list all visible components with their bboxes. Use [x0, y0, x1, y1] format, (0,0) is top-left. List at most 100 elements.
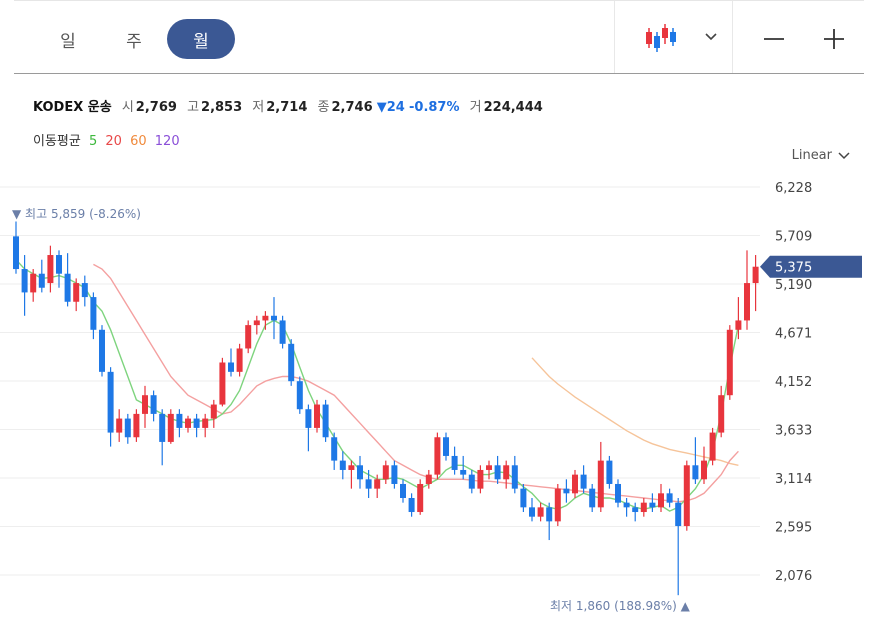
- candle-body[interactable]: [632, 507, 639, 513]
- candle-body[interactable]: [159, 413, 166, 442]
- candle-body[interactable]: [90, 297, 97, 330]
- candle-body[interactable]: [116, 418, 123, 433]
- current-price-label: 5,375: [775, 261, 812, 276]
- candle-body[interactable]: [580, 474, 587, 489]
- candle-body[interactable]: [709, 432, 716, 461]
- candle-body[interactable]: [726, 329, 733, 396]
- candle-body[interactable]: [382, 465, 389, 480]
- candle-body[interactable]: [640, 502, 647, 513]
- candle-body[interactable]: [339, 460, 346, 470]
- candle-body[interactable]: [391, 465, 398, 484]
- candle-body[interactable]: [735, 320, 742, 330]
- candle-body[interactable]: [142, 395, 148, 414]
- tab-daily[interactable]: 일: [60, 31, 76, 52]
- candle-body[interactable]: [572, 474, 578, 494]
- candle-body[interactable]: [408, 497, 415, 513]
- candle-body[interactable]: [468, 474, 475, 489]
- candle-body[interactable]: [185, 418, 191, 428]
- candle-body[interactable]: [167, 413, 174, 442]
- candle-body[interactable]: [425, 474, 432, 484]
- candle-body[interactable]: [589, 488, 596, 508]
- candle-body[interactable]: [623, 502, 630, 508]
- candle-body[interactable]: [537, 507, 544, 517]
- candle-body[interactable]: [357, 465, 363, 480]
- candle-body[interactable]: [554, 488, 561, 522]
- candle-body[interactable]: [236, 348, 243, 372]
- candle-body[interactable]: [124, 418, 131, 438]
- candle-body[interactable]: [348, 465, 355, 470]
- candle-body[interactable]: [245, 325, 252, 349]
- candle-body[interactable]: [21, 269, 28, 293]
- candlestick-chart[interactable]: 6,228 5,709 5,190 4,671 4,152 3,633 3,114 2,595…: [0, 170, 876, 624]
- candle-body[interactable]: [305, 409, 312, 428]
- candle-body[interactable]: [658, 493, 664, 508]
- candle-body[interactable]: [692, 465, 699, 480]
- candle-body[interactable]: [752, 266, 759, 284]
- candle-body[interactable]: [210, 404, 217, 419]
- candle-body[interactable]: [477, 469, 484, 489]
- candle-body[interactable]: [546, 507, 553, 522]
- candle-body[interactable]: [30, 273, 37, 293]
- candle-body[interactable]: [271, 315, 277, 321]
- candle-body[interactable]: [202, 418, 209, 428]
- candle-body[interactable]: [296, 381, 303, 410]
- zoom-out-button[interactable]: [754, 21, 794, 57]
- candle-body[interactable]: [417, 483, 424, 513]
- candle-body[interactable]: [451, 455, 458, 470]
- candle-body[interactable]: [563, 488, 570, 494]
- candle-body[interactable]: [374, 479, 381, 489]
- candle-body[interactable]: [38, 273, 45, 288]
- candle-body[interactable]: [219, 362, 226, 405]
- scale-selector[interactable]: Linear: [792, 148, 850, 163]
- candle-body[interactable]: [279, 320, 286, 344]
- candle-body[interactable]: [314, 404, 320, 428]
- candle-body[interactable]: [13, 236, 19, 270]
- candle-body[interactable]: [666, 493, 673, 503]
- candle-body[interactable]: [56, 255, 62, 274]
- candle-body[interactable]: [701, 460, 707, 480]
- candle-body[interactable]: [322, 404, 329, 438]
- candle-body[interactable]: [331, 437, 338, 461]
- candle-body[interactable]: [649, 502, 656, 508]
- candle-body[interactable]: [744, 283, 750, 321]
- candle-body[interactable]: [615, 483, 621, 503]
- candle-body[interactable]: [133, 413, 140, 438]
- open-value: 2,769: [135, 100, 177, 115]
- candle-body[interactable]: [73, 283, 80, 302]
- candle-body[interactable]: [150, 395, 157, 414]
- candle-body[interactable]: [718, 395, 725, 433]
- candle-body[interactable]: [262, 315, 269, 321]
- candle-body[interactable]: [107, 371, 114, 433]
- candle-body[interactable]: [99, 329, 105, 372]
- ma-20-line: [93, 263, 739, 503]
- candle-body[interactable]: [228, 362, 234, 372]
- candle-body[interactable]: [529, 507, 535, 517]
- candle-body[interactable]: [176, 413, 183, 428]
- candle-body[interactable]: [288, 343, 295, 382]
- tab-monthly[interactable]: 월: [167, 19, 235, 59]
- candle-body[interactable]: [486, 465, 492, 470]
- candle-body[interactable]: [81, 283, 88, 298]
- candle-body[interactable]: [511, 465, 518, 489]
- chart-type-selector[interactable]: [626, 17, 736, 57]
- candle-body[interactable]: [460, 469, 467, 475]
- zoom-in-button[interactable]: [814, 21, 854, 57]
- candle-body[interactable]: [503, 465, 510, 480]
- candle-body[interactable]: [365, 479, 372, 489]
- candle-body[interactable]: [253, 320, 260, 326]
- candle-body[interactable]: [494, 465, 501, 480]
- candle-body[interactable]: [434, 437, 441, 475]
- y-axis-tick-label: 5,190: [775, 278, 812, 293]
- candle-body[interactable]: [597, 460, 604, 508]
- candle-body[interactable]: [675, 502, 682, 527]
- candle-body[interactable]: [400, 483, 406, 498]
- candle-body[interactable]: [443, 437, 449, 456]
- candle-body[interactable]: [64, 273, 71, 302]
- candle-body[interactable]: [520, 488, 527, 508]
- toolbar-divider: [732, 1, 733, 73]
- candle-body[interactable]: [193, 418, 200, 428]
- candle-body[interactable]: [47, 255, 54, 284]
- candle-body[interactable]: [683, 465, 690, 527]
- tab-weekly[interactable]: 주: [126, 31, 142, 52]
- candle-body[interactable]: [606, 460, 613, 484]
